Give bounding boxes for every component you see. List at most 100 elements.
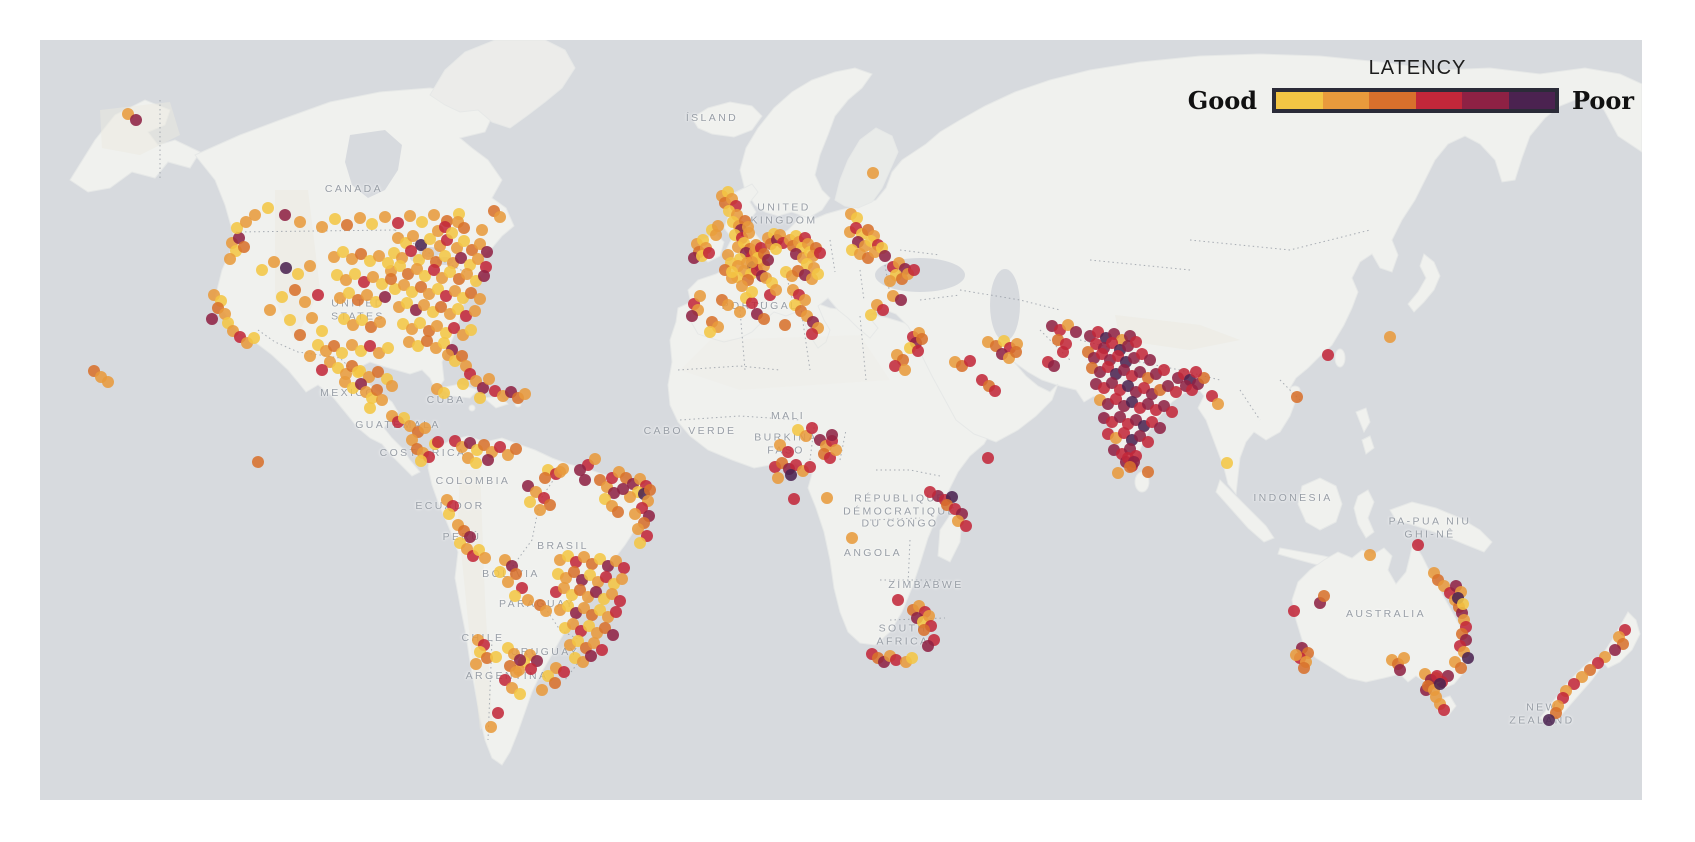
latency-dot[interactable]: [443, 508, 455, 520]
latency-dot[interactable]: [458, 235, 470, 247]
latency-dot[interactable]: [964, 355, 976, 367]
latency-dot[interactable]: [470, 457, 482, 469]
latency-dot[interactable]: [610, 606, 622, 618]
latency-dot[interactable]: [544, 499, 556, 511]
latency-dot[interactable]: [867, 167, 879, 179]
latency-dot[interactable]: [1298, 662, 1310, 674]
latency-dot[interactable]: [1457, 598, 1469, 610]
latency-dot[interactable]: [428, 209, 440, 221]
latency-dot[interactable]: [779, 319, 791, 331]
latency-dot[interactable]: [554, 466, 566, 478]
latency-dot[interactable]: [279, 209, 291, 221]
latency-dot[interactable]: [922, 640, 934, 652]
latency-dot[interactable]: [884, 275, 896, 287]
latency-dot[interactable]: [1130, 336, 1142, 348]
latency-dot[interactable]: [446, 227, 458, 239]
latency-dot[interactable]: [704, 326, 716, 338]
latency-dot[interactable]: [481, 246, 493, 258]
latency-dot[interactable]: [1384, 331, 1396, 343]
latency-dot[interactable]: [644, 484, 656, 496]
latency-dot[interactable]: [130, 114, 142, 126]
latency-dot[interactable]: [240, 216, 252, 228]
latency-dot[interactable]: [734, 306, 746, 318]
latency-dot[interactable]: [248, 332, 260, 344]
latency-dot[interactable]: [522, 594, 534, 606]
latency-dot[interactable]: [262, 202, 274, 214]
latency-dot[interactable]: [629, 508, 641, 520]
latency-dot[interactable]: [746, 286, 758, 298]
latency-dot[interactable]: [804, 461, 816, 473]
latency-dot[interactable]: [1170, 386, 1182, 398]
latency-dot[interactable]: [785, 469, 797, 481]
latency-dot[interactable]: [762, 254, 774, 266]
latency-dot[interactable]: [1166, 406, 1178, 418]
latency-dot[interactable]: [457, 378, 469, 390]
latency-dot[interactable]: [514, 688, 526, 700]
latency-dot[interactable]: [616, 573, 628, 585]
latency-dot[interactable]: [299, 296, 311, 308]
latency-dot[interactable]: [799, 294, 811, 306]
latency-dot[interactable]: [1290, 649, 1302, 661]
latency-dot[interactable]: [851, 212, 863, 224]
latency-dot[interactable]: [1010, 346, 1022, 358]
latency-dot[interactable]: [476, 224, 488, 236]
latency-dot[interactable]: [924, 486, 936, 498]
latency-dot[interactable]: [102, 376, 114, 388]
latency-dot[interactable]: [865, 309, 877, 321]
latency-dot[interactable]: [316, 325, 328, 337]
latency-dot[interactable]: [899, 364, 911, 376]
latency-dot[interactable]: [1438, 704, 1450, 716]
latency-dot[interactable]: [540, 605, 552, 617]
latency-dot[interactable]: [772, 472, 784, 484]
latency-dot[interactable]: [492, 707, 504, 719]
latency-dot[interactable]: [960, 520, 972, 532]
latency-dot[interactable]: [385, 273, 397, 285]
latency-dot[interactable]: [712, 220, 724, 232]
latency-dot[interactable]: [806, 328, 818, 340]
latency-dot[interactable]: [304, 260, 316, 272]
latency-dot[interactable]: [814, 247, 826, 259]
latency-dot[interactable]: [382, 342, 394, 354]
latency-dot[interactable]: [710, 229, 722, 241]
latency-dot[interactable]: [284, 314, 296, 326]
latency-dot[interactable]: [509, 590, 521, 602]
latency-dot[interactable]: [416, 216, 428, 228]
latency-dot[interactable]: [889, 360, 901, 372]
latency-dot[interactable]: [821, 492, 833, 504]
latency-dot[interactable]: [1057, 346, 1069, 358]
latency-dot[interactable]: [438, 387, 450, 399]
latency-dot[interactable]: [549, 677, 561, 689]
latency-dot[interactable]: [485, 721, 497, 733]
latency-dot[interactable]: [1221, 457, 1233, 469]
latency-dot[interactable]: [812, 268, 824, 280]
latency-dot[interactable]: [474, 392, 486, 404]
latency-dot[interactable]: [1412, 539, 1424, 551]
latency-dot[interactable]: [1142, 436, 1154, 448]
latency-dot[interactable]: [479, 552, 491, 564]
latency-dot[interactable]: [392, 217, 404, 229]
latency-dot[interactable]: [304, 350, 316, 362]
latency-dot[interactable]: [280, 262, 292, 274]
world-map[interactable]: [40, 40, 1642, 800]
latency-dot[interactable]: [1212, 398, 1224, 410]
latency-dot[interactable]: [382, 257, 394, 269]
latency-dot[interactable]: [494, 566, 506, 578]
latency-dot[interactable]: [1609, 644, 1621, 656]
latency-dot[interactable]: [478, 270, 490, 282]
latency-dot[interactable]: [1144, 354, 1156, 366]
latency-dot[interactable]: [879, 250, 891, 262]
latency-dot[interactable]: [746, 297, 758, 309]
latency-dot[interactable]: [918, 624, 930, 636]
latency-dot[interactable]: [424, 233, 436, 245]
latency-dot[interactable]: [1318, 590, 1330, 602]
latency-dot[interactable]: [465, 324, 477, 336]
latency-dot[interactable]: [289, 284, 301, 296]
latency-dot[interactable]: [614, 595, 626, 607]
latency-dot[interactable]: [1322, 349, 1334, 361]
latency-dot[interactable]: [877, 304, 889, 316]
latency-dot[interactable]: [458, 222, 470, 234]
latency-dot[interactable]: [596, 644, 608, 656]
latency-dot[interactable]: [890, 654, 902, 666]
latency-dot[interactable]: [989, 385, 1001, 397]
latency-dot[interactable]: [1462, 652, 1474, 664]
